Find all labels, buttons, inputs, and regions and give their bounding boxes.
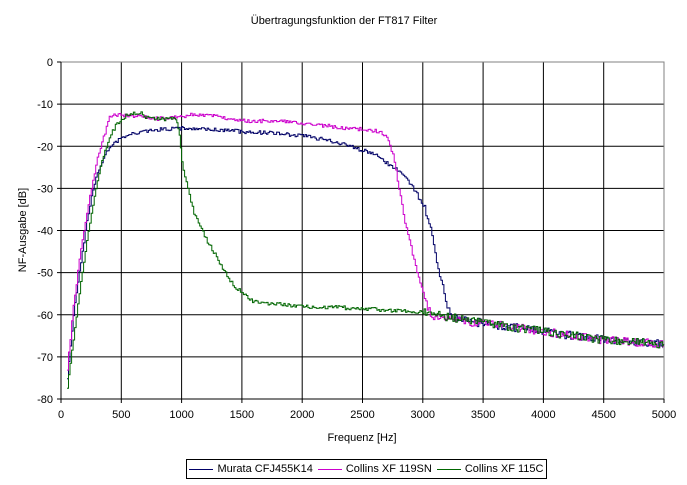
x-tick-label: 500 [112,409,130,421]
legend-label-murata: Murata CFJ455K14 [217,463,313,475]
series-group [67,111,665,389]
legend-item-collins-115c: Collins XF 115C [436,463,544,475]
y-axis-label: NF-Ausgabe [dB] [17,188,29,272]
x-tick-labels: 0 500 1000 1500 2000 2500 3000 3500 4000 4500 5000 [58,409,676,421]
legend-swatch-collins-119sn [317,468,342,470]
legend-item-collins-119sn: Collins XF 119SN [317,463,432,475]
x-tick-label: 0 [58,409,64,421]
y-tick-label: -30 [37,183,53,195]
y-tick-label: -60 [37,310,53,322]
y-tick-label: -50 [37,268,53,280]
x-tick-label: 1000 [169,409,193,421]
x-tick-label: 3500 [471,409,495,421]
x-tick-label: 1500 [230,409,254,421]
y-tick-label: -70 [37,352,53,364]
series-line-1 [67,112,665,371]
series-line-0 [67,126,665,380]
series-line-2 [67,111,665,389]
x-tick-label: 2000 [290,409,314,421]
y-tick-label: -20 [37,141,53,153]
legend: Murata CFJ455K14 Collins XF 119SN Collin… [186,459,547,479]
legend-swatch-collins-115c [436,468,461,470]
x-tick-label: 5000 [652,409,676,421]
x-tick-label: 4000 [531,409,555,421]
y-tick-label: -40 [37,226,53,238]
grid [61,62,664,399]
x-axis-label: Frequenz [Hz] [327,432,396,444]
chart-title: Übertragungsfunktion der FT817 Filter [251,15,438,27]
y-tick-label: -10 [37,99,53,111]
y-tick-labels: 0 -10 -20 -30 -40 -50 -60 -70 -80 [37,57,53,406]
x-tick-label: 3000 [411,409,435,421]
legend-label-collins-115c: Collins XF 115C [464,463,544,475]
legend-item-murata: Murata CFJ455K14 [189,463,313,475]
y-tick-label: -80 [37,394,53,406]
y-tick-label: 0 [47,57,53,69]
legend-swatch-murata [189,468,214,470]
x-tick-label: 2500 [350,409,374,421]
legend-label-collins-119sn: Collins XF 119SN [345,463,432,475]
x-tick-label: 4500 [591,409,615,421]
axes [57,61,665,403]
